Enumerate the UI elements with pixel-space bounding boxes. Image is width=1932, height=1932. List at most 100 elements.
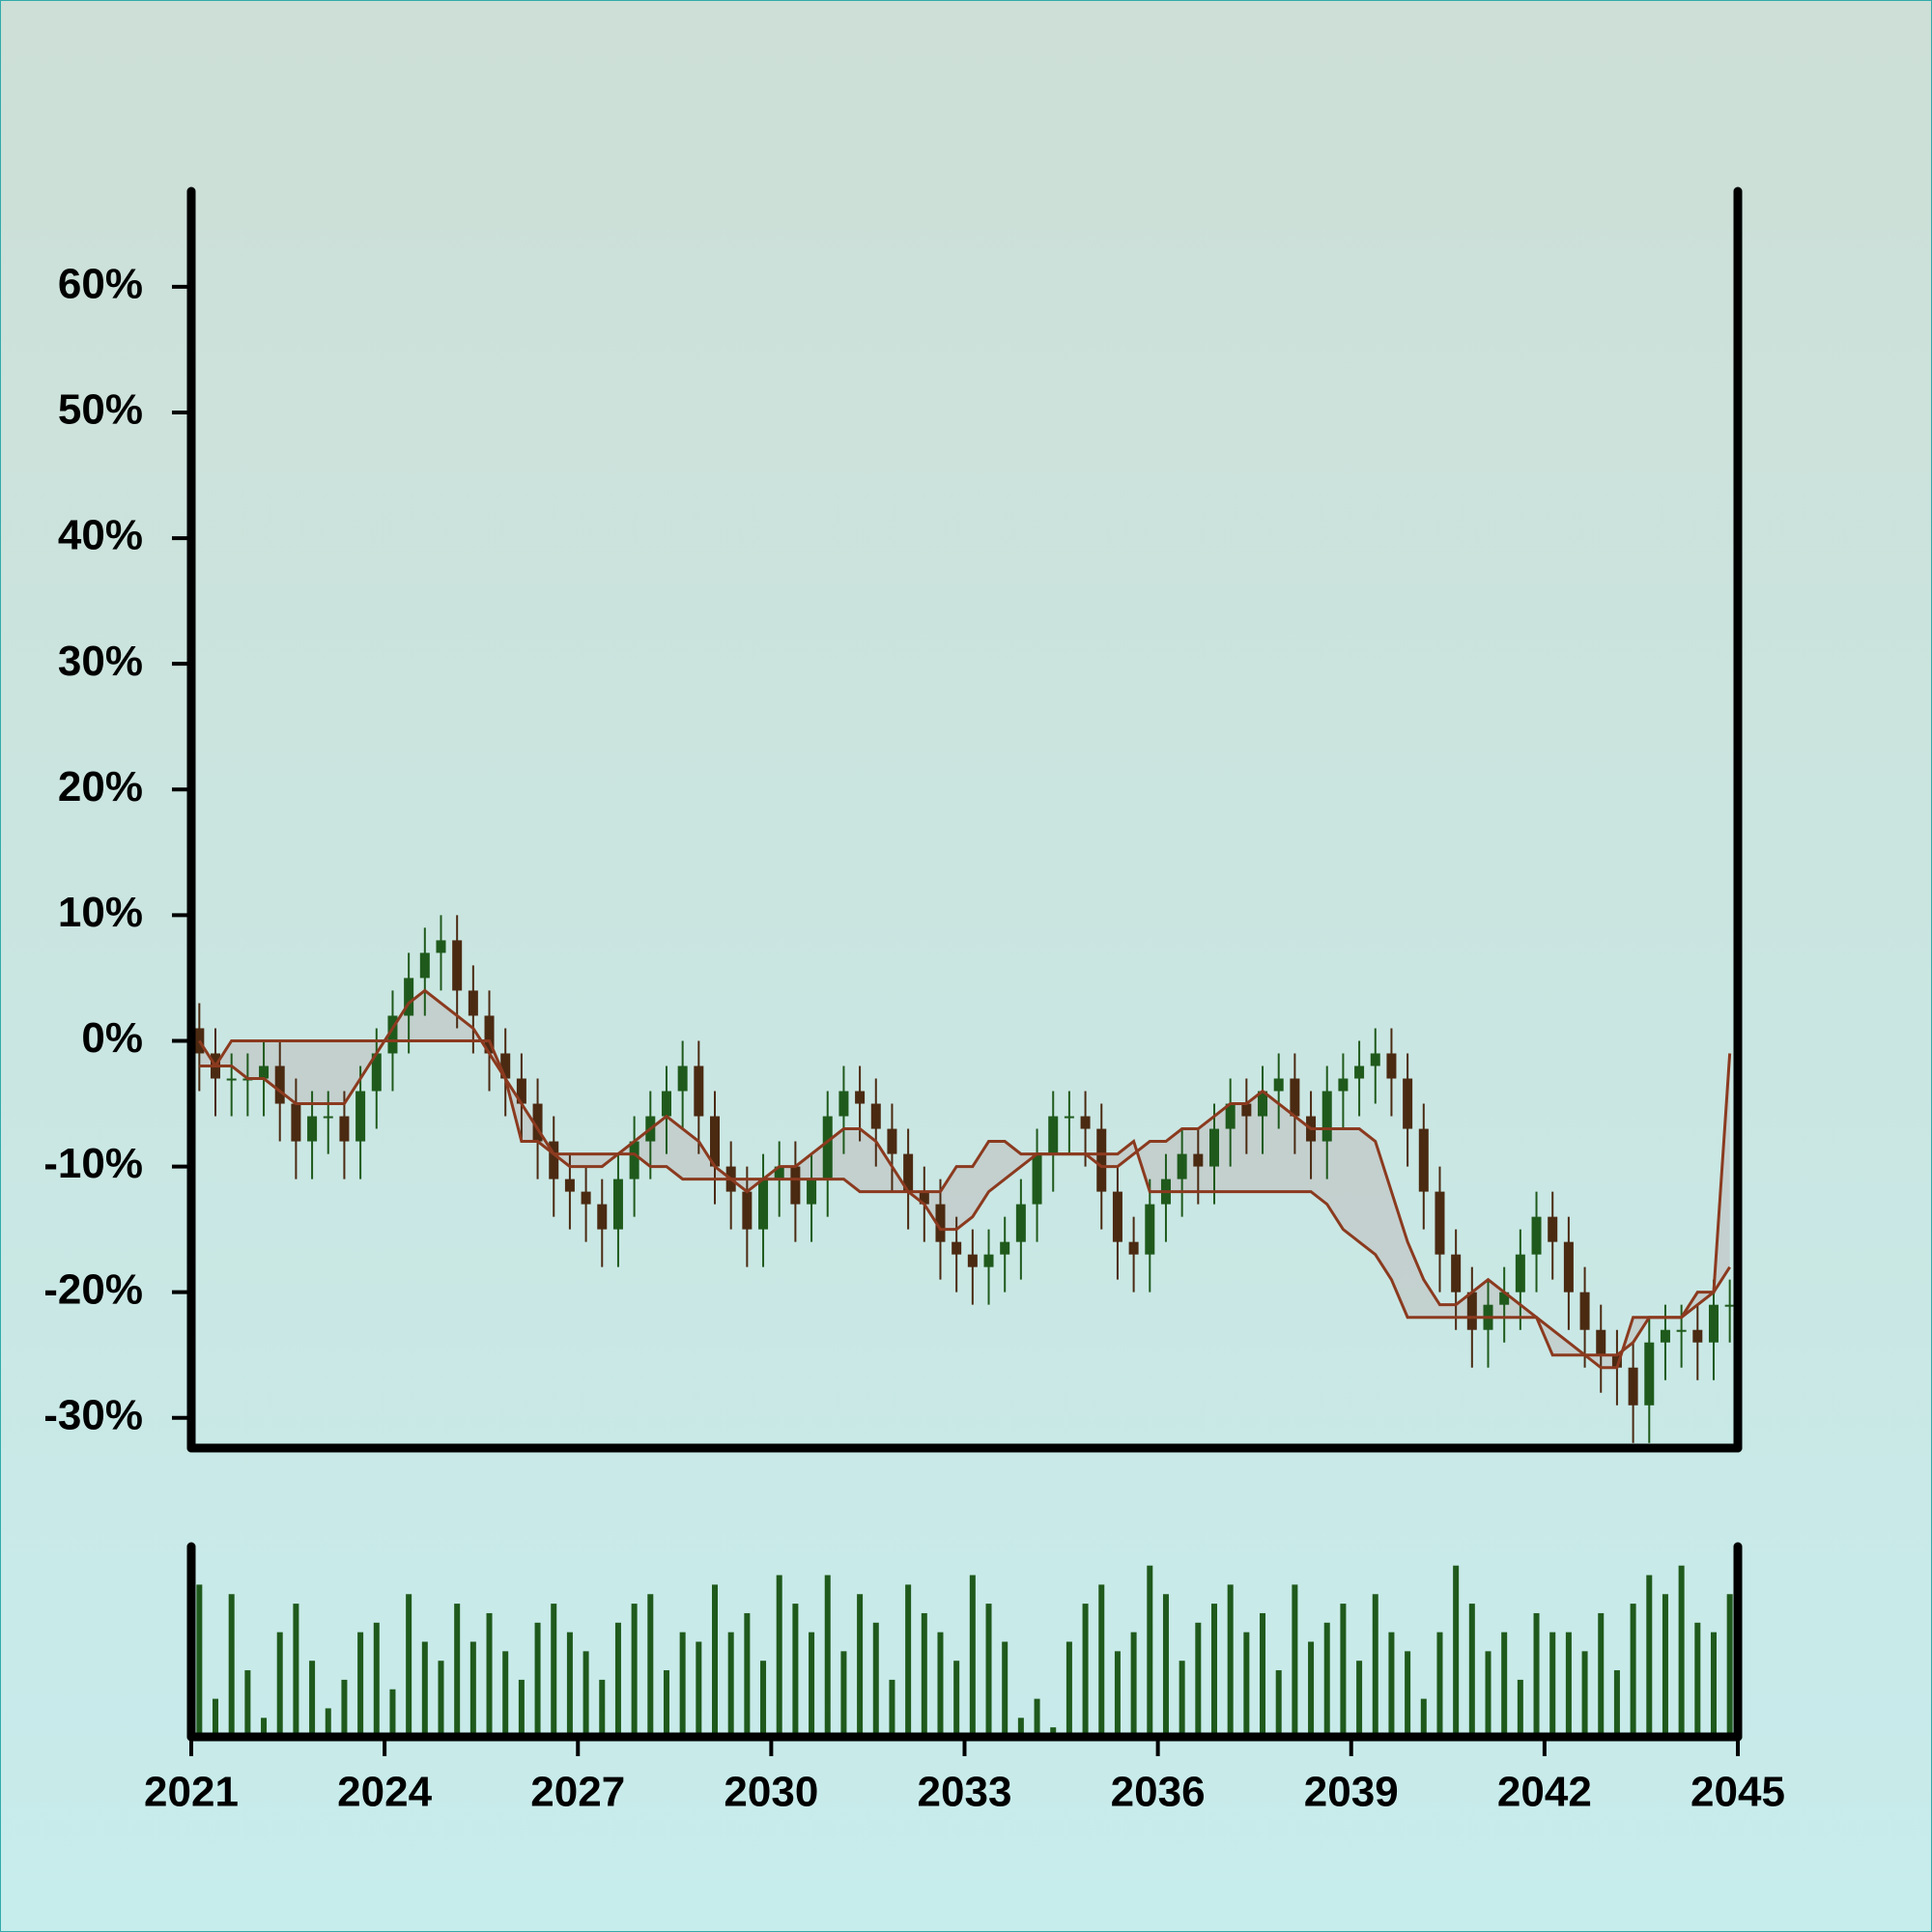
volume-bar — [1308, 1641, 1315, 1737]
cloud-fill — [199, 990, 1730, 1368]
volume-bar — [309, 1661, 316, 1737]
volume-bar — [792, 1604, 799, 1737]
candle-body — [404, 978, 414, 1016]
volume-bar — [566, 1632, 573, 1737]
volume-bar — [1065, 1641, 1072, 1737]
volume-bar — [244, 1670, 251, 1737]
volume-bar — [921, 1612, 927, 1737]
volume-bar — [614, 1622, 621, 1737]
candle-body — [822, 1116, 833, 1179]
volume-bar — [261, 1718, 268, 1737]
candle-body — [1499, 1292, 1510, 1305]
volume-bar — [341, 1679, 348, 1737]
candle-body — [710, 1116, 721, 1167]
volume-bar — [1323, 1622, 1330, 1737]
volume-bar — [647, 1594, 654, 1737]
candle-body — [452, 940, 463, 991]
volume-bar — [1678, 1565, 1685, 1737]
volume-bar — [1356, 1661, 1363, 1737]
x-tick-label: 2024 — [337, 1769, 432, 1816]
x-tick-label: 2033 — [918, 1769, 1012, 1816]
candle-body — [1193, 1153, 1204, 1167]
candle-body — [661, 1091, 671, 1117]
volume-bar — [1050, 1727, 1057, 1737]
volume-bar — [389, 1689, 396, 1737]
candle-body — [1628, 1367, 1638, 1406]
volume-bar — [1260, 1612, 1266, 1737]
candle-body — [1208, 1128, 1219, 1167]
candle-body — [1338, 1078, 1349, 1092]
candle-body — [870, 1103, 881, 1129]
volume-bar — [1388, 1632, 1395, 1737]
candle-body — [1112, 1191, 1122, 1242]
volume-bar — [582, 1651, 589, 1737]
volume-bar — [1227, 1584, 1234, 1737]
volume-bar — [857, 1594, 864, 1737]
candle-body — [790, 1166, 801, 1205]
volume-bar — [1501, 1632, 1508, 1737]
candle-body — [259, 1065, 270, 1079]
volume-bar — [840, 1651, 847, 1737]
volume-bar — [1147, 1565, 1153, 1737]
line — [198, 988, 1731, 1357]
candle-body — [807, 1179, 817, 1205]
volume-bar — [1453, 1565, 1460, 1737]
candle-body — [1032, 1153, 1042, 1205]
volume-bar — [518, 1679, 525, 1737]
volume-bar — [985, 1604, 992, 1737]
volume-bar — [213, 1698, 219, 1737]
candle-body — [1370, 1053, 1380, 1066]
volume-bar — [1114, 1651, 1121, 1737]
candle-body — [371, 1053, 382, 1092]
candle-body — [1451, 1254, 1462, 1293]
volume-bar — [1372, 1594, 1378, 1737]
candle-body — [967, 1254, 978, 1267]
candle-body — [1531, 1216, 1542, 1255]
candle-body — [1724, 1304, 1735, 1307]
volume-bar — [373, 1622, 380, 1737]
volume-bar — [1420, 1698, 1427, 1737]
candle-body — [1145, 1204, 1155, 1255]
x-tick-label: 2036 — [1111, 1769, 1206, 1816]
volume-bar — [454, 1604, 461, 1737]
volume-bar — [599, 1679, 606, 1737]
candle-body — [1692, 1329, 1703, 1343]
volume-bar — [406, 1594, 412, 1737]
volume-bar — [744, 1612, 751, 1737]
candle-body — [436, 940, 446, 953]
volume-bar — [872, 1622, 879, 1737]
volume-bar — [953, 1661, 960, 1737]
volume-bar — [760, 1661, 767, 1737]
volume-bar — [551, 1604, 557, 1737]
candle-body — [549, 1141, 559, 1179]
candle-body — [419, 952, 430, 979]
candle-body — [1644, 1342, 1655, 1406]
candle-body — [694, 1065, 704, 1117]
y-tick-label: -20% — [43, 1265, 143, 1313]
volume-bar — [228, 1594, 235, 1737]
y-tick-label: 0% — [81, 1014, 143, 1062]
volume-bar — [1598, 1612, 1605, 1737]
candle-body — [774, 1166, 784, 1179]
candle-body — [838, 1091, 849, 1117]
volume-bar — [679, 1632, 686, 1737]
volume-bar — [969, 1575, 976, 1737]
volume-bar — [469, 1641, 476, 1737]
candle-body — [323, 1116, 333, 1119]
candle-body — [983, 1254, 994, 1267]
volume-bar — [1162, 1594, 1169, 1737]
volume-bar — [325, 1708, 331, 1737]
volume-bar — [1292, 1584, 1298, 1737]
volume-bar — [502, 1651, 509, 1737]
candle-body — [1290, 1078, 1300, 1117]
volume-bar — [293, 1604, 299, 1737]
candle-body — [597, 1204, 608, 1230]
candle-body — [1515, 1254, 1525, 1293]
volume-bar — [1646, 1575, 1653, 1737]
volume-bar — [1002, 1641, 1009, 1737]
candle-body — [1660, 1329, 1670, 1343]
x-tick-label: 2021 — [144, 1769, 239, 1816]
candle-body — [226, 1078, 237, 1081]
